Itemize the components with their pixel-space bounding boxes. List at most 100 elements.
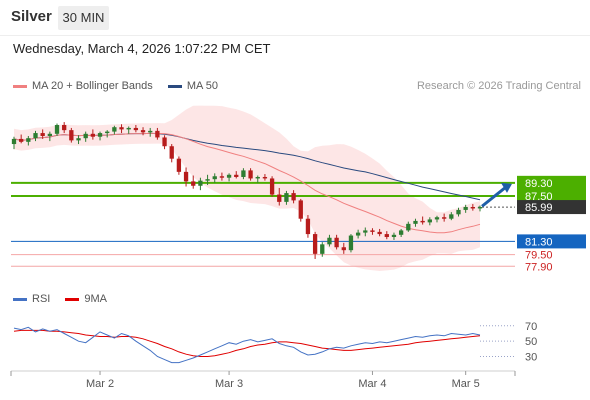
- ma50-legend-label: MA 50: [186, 80, 219, 93]
- level-label-pivot: 81.30: [525, 236, 553, 248]
- candle-body: [348, 235, 354, 251]
- x-tick-label: Mar 5: [452, 378, 480, 390]
- candle-body: [26, 138, 31, 142]
- header-divider: [0, 35, 590, 36]
- timeframe-button[interactable]: 30 MIN: [58, 6, 109, 30]
- candle-body: [449, 214, 454, 219]
- rsi-legend: RSI 9MA: [13, 293, 107, 305]
- candle-body: [234, 174, 239, 177]
- candle-body: [140, 130, 146, 133]
- candle-body: [355, 232, 361, 236]
- rsi-swatch: [13, 297, 27, 301]
- level-label-resistance: 87.50: [525, 191, 553, 203]
- candle-body: [191, 181, 196, 186]
- candle-body: [327, 237, 332, 245]
- candle-body: [83, 133, 88, 139]
- candle-body: [406, 223, 411, 231]
- candle-body: [434, 217, 440, 220]
- candle-body: [262, 176, 268, 179]
- rsi-legend-label: RSI: [32, 293, 51, 306]
- level-label-support: 79.50: [525, 250, 553, 262]
- candle-body: [363, 230, 368, 233]
- candle-body: [183, 171, 189, 182]
- candle-body: [413, 220, 418, 224]
- ma20-swatch: [13, 84, 27, 88]
- rsi-tick-label: 30: [525, 351, 537, 363]
- candle-body: [255, 176, 260, 179]
- candle-body: [384, 234, 389, 238]
- x-tick-label: Mar 2: [86, 378, 114, 390]
- main-legend: MA 20 + Bollinger Bands MA 50: [13, 80, 218, 92]
- candle-body: [298, 200, 303, 219]
- candle-body: [54, 125, 60, 134]
- candle-body: [334, 237, 339, 248]
- level-label-last: 85.99: [525, 202, 553, 214]
- candle-body: [291, 193, 296, 201]
- rsi-ma-legend-label: 9MA: [84, 293, 108, 306]
- rsi-ma-swatch: [65, 297, 80, 301]
- candle-body: [155, 130, 160, 138]
- level-box-pivot: [517, 234, 586, 249]
- level-label-resistance: 89.30: [525, 178, 553, 190]
- candle-body: [176, 158, 182, 172]
- candle-body: [420, 220, 425, 223]
- candle-body: [212, 176, 217, 180]
- candle-body: [69, 130, 74, 141]
- candle-body: [169, 146, 174, 159]
- candle-body: [19, 138, 24, 142]
- candle-body: [133, 127, 139, 131]
- candle-body: [370, 230, 375, 232]
- candle-body: [277, 194, 282, 202]
- candle-body: [219, 176, 225, 178]
- forecast-arrow-head: [501, 182, 512, 193]
- ma20-legend-label: MA 20 + Bollinger Bands: [32, 80, 153, 93]
- candle-body: [162, 137, 167, 147]
- candle-body: [62, 125, 67, 131]
- candle-body: [341, 247, 346, 251]
- candle-body: [205, 179, 210, 181]
- candle-body: [477, 206, 483, 209]
- candle-body: [97, 133, 103, 137]
- rsi-ma-line: [13, 329, 481, 357]
- x-tick-label: Mar 3: [215, 378, 243, 390]
- candle-body: [198, 180, 203, 186]
- candle-body: [391, 234, 397, 238]
- candle-body: [427, 219, 432, 223]
- candle-body: [226, 174, 232, 178]
- research-credit: Research © 2026 Trading Central: [416, 80, 581, 92]
- forecast-arrow-shaft: [481, 186, 506, 208]
- datetime-label: Wednesday, March 4, 2026 1:07:22 PM CET: [13, 41, 271, 56]
- x-tick-label: Mar 4: [358, 378, 386, 390]
- rsi-tick-label: 70: [525, 321, 537, 333]
- instrument-title: Silver: [11, 8, 52, 25]
- candle-body: [312, 234, 318, 254]
- candle-body: [442, 217, 447, 219]
- candle-body: [456, 209, 461, 215]
- candle-body: [470, 206, 475, 209]
- candle-body: [11, 138, 17, 145]
- candle-body: [90, 133, 96, 137]
- rsi-line: [13, 326, 481, 364]
- candle-body: [284, 193, 289, 202]
- candle-body: [248, 170, 253, 179]
- candle-body: [47, 133, 52, 136]
- ma50-swatch: [167, 84, 182, 88]
- candle-body: [112, 127, 117, 132]
- candle-body: [126, 127, 131, 130]
- rsi-tick-label: 50: [525, 336, 537, 348]
- candle-body: [40, 133, 45, 136]
- candle-body: [105, 131, 110, 134]
- candle-body: [241, 170, 246, 177]
- level-box-last: [517, 200, 586, 215]
- candle-body: [305, 218, 311, 235]
- candle-body: [398, 230, 404, 235]
- candle-body: [148, 130, 153, 133]
- level-label-support: 77.90: [525, 261, 553, 273]
- candle-body: [463, 206, 468, 210]
- candle-body: [119, 127, 124, 130]
- candle-body: [269, 178, 275, 195]
- candle-body: [76, 138, 81, 141]
- candle-body: [33, 133, 38, 139]
- candle-body: [377, 231, 382, 235]
